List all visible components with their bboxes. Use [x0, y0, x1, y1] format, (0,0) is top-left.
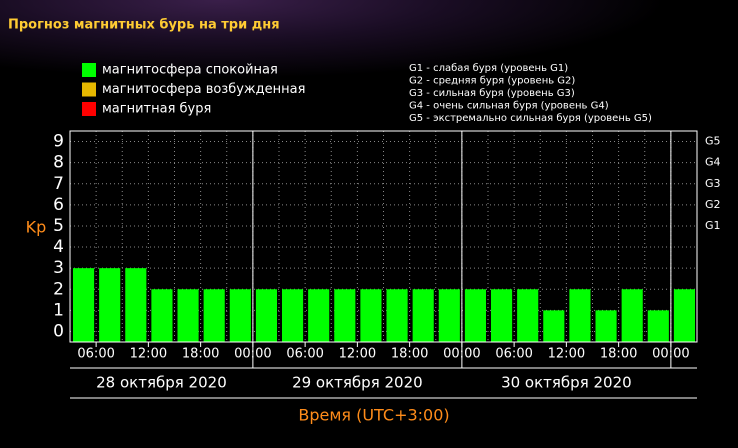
y-tick-label: 7: [53, 174, 64, 194]
x-tick-label: 18:00: [391, 347, 428, 362]
y2-tick-label: G5: [705, 135, 721, 148]
bar: [73, 268, 95, 342]
bar: [438, 289, 460, 342]
chart-title: Прогноз магнитных бурь на три дня: [8, 18, 280, 33]
bar: [177, 289, 199, 342]
bar: [621, 289, 643, 342]
y2-tick-label: G4: [705, 156, 721, 169]
y-tick-label: 4: [53, 237, 64, 257]
bar: [308, 289, 330, 342]
x-tick-label: 12:00: [130, 347, 167, 362]
bar: [99, 268, 121, 342]
x-tick-label: 06:00: [286, 347, 323, 362]
bar: [386, 289, 408, 342]
bar: [412, 289, 434, 342]
y2-tick-label: G2: [705, 198, 721, 211]
bar: [125, 268, 147, 342]
x-tick-label: 06:00: [77, 347, 114, 362]
x-tick-label: 18:00: [600, 347, 637, 362]
y-tick-label: 2: [53, 279, 64, 299]
y2-tick-label: G1: [705, 219, 721, 232]
bar: [517, 289, 539, 342]
x-axis-label: Время (UTC+3:00): [298, 406, 449, 425]
legend-swatch: [82, 82, 96, 97]
note: G2 - средняя буря (уровень G2): [409, 76, 575, 87]
day-label: 28 октября 2020: [96, 374, 227, 392]
y-tick-label: 0: [53, 321, 64, 341]
nebula: [0, 0, 738, 130]
legend-label: магнитосфера спокойная: [102, 63, 278, 78]
day-label: 30 октября 2020: [501, 374, 632, 392]
x-tick-label: 18:00: [182, 347, 219, 362]
bar: [464, 289, 486, 342]
y-tick-label: 1: [53, 300, 64, 320]
bar: [491, 289, 513, 342]
x-tick-label: 12:00: [548, 347, 585, 362]
x-tick-label: 00:00: [652, 347, 689, 362]
legend-label: магнитосфера возбужденная: [102, 82, 305, 97]
x-tick-label: 00:00: [234, 347, 271, 362]
y-axis-label: Kp: [26, 218, 47, 237]
y-tick-label: 5: [53, 216, 64, 236]
note: G3 - сильная буря (уровень G3): [409, 88, 575, 99]
legend-label: магнитная буря: [102, 102, 211, 117]
x-tick-label: 12:00: [339, 347, 376, 362]
bar: [203, 289, 225, 342]
bar: [543, 310, 565, 342]
bar: [282, 289, 304, 342]
y-tick-label: 9: [53, 132, 64, 152]
bar: [151, 289, 173, 342]
legend-swatch: [82, 102, 96, 116]
bar: [595, 310, 617, 342]
y-tick-label: 6: [53, 195, 64, 215]
y-tick-label: 3: [53, 258, 64, 278]
plot-frame: [69, 130, 698, 343]
bar: [569, 289, 591, 342]
y-tick-label: 8: [53, 153, 64, 173]
x-tick-label: 06:00: [495, 347, 532, 362]
bar: [673, 289, 695, 342]
bar: [255, 289, 277, 342]
note: G4 - очень сильная буря (уровень G4): [409, 101, 609, 112]
day-label: 29 октября 2020: [292, 374, 423, 392]
bar: [229, 289, 251, 342]
bar: [334, 289, 356, 342]
bar: [647, 310, 669, 342]
note: G5 - экстремально сильная буря (уровень …: [409, 113, 652, 124]
y2-tick-label: G3: [705, 177, 721, 190]
note: G1 - слабая буря (уровень G1): [409, 63, 568, 74]
legend-swatch: [82, 63, 96, 77]
bar: [360, 289, 382, 342]
x-tick-label: 00:00: [443, 347, 480, 362]
